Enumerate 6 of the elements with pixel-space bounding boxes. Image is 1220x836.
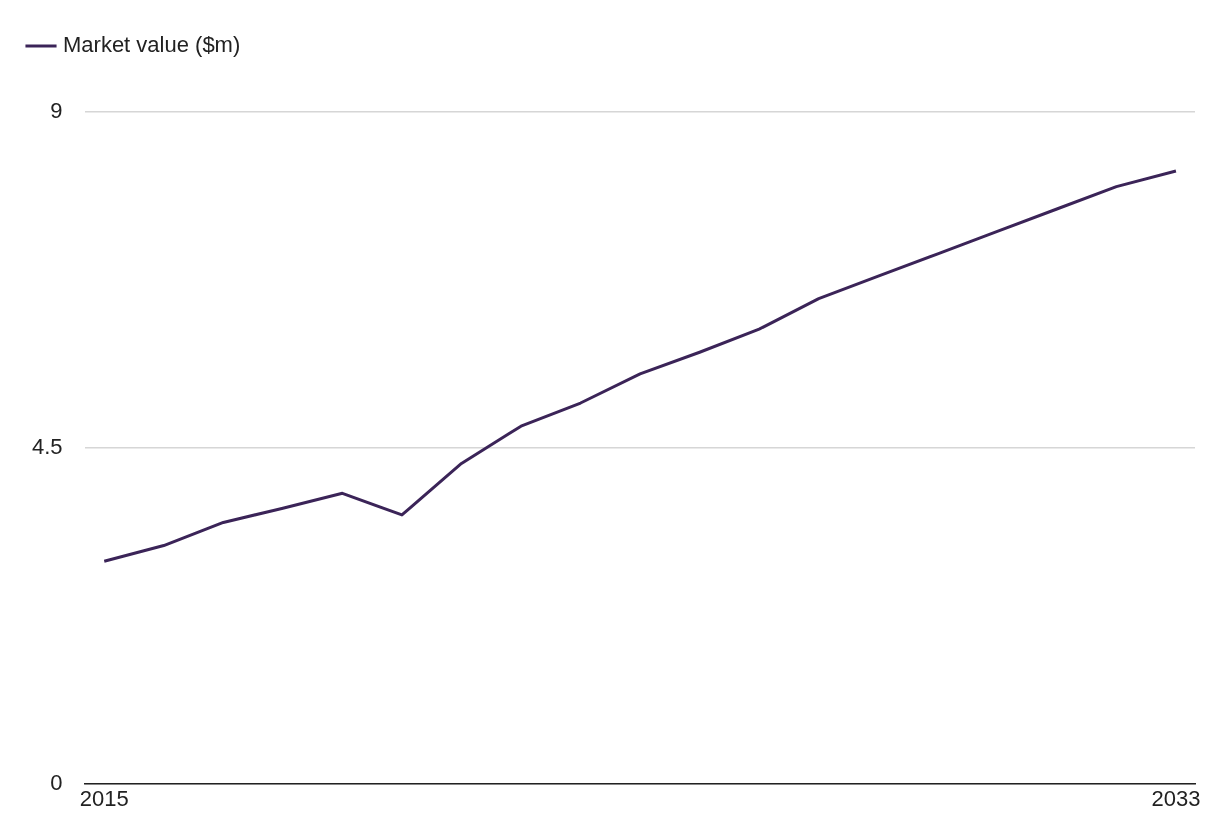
- legend-label: Market value ($m): [63, 32, 241, 58]
- y-tick-label: 9: [50, 98, 63, 124]
- x-tick-label: 2015: [79, 785, 129, 811]
- y-tick-label: 4.5: [31, 433, 63, 459]
- x-tick-label: 2033: [1151, 785, 1201, 811]
- y-tick-label: 0: [50, 769, 63, 795]
